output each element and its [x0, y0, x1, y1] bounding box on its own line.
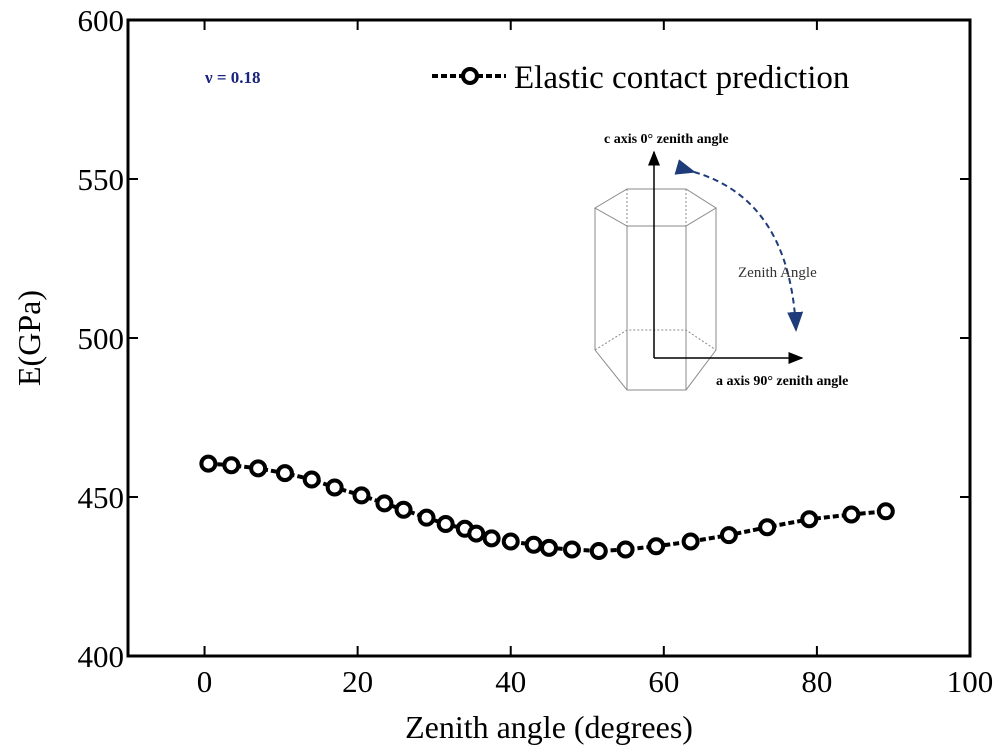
- y-tick-label: 550: [78, 162, 125, 197]
- legend: Elastic contact prediction: [432, 60, 849, 96]
- data-point: [562, 540, 581, 559]
- data-point: [876, 502, 895, 521]
- axes-frame: [126, 18, 972, 658]
- y-tick-label: 400: [78, 639, 125, 674]
- annotation: c axis 0° zenith angle: [604, 132, 729, 147]
- annotation: a axis 90° zenith angle: [716, 374, 848, 389]
- data-point: [352, 486, 371, 505]
- legend-marker: [461, 67, 479, 85]
- data-point: [719, 526, 738, 545]
- annotation: Zenith Angle: [738, 265, 817, 281]
- data-point: [375, 494, 394, 513]
- x-tick-label: 100: [947, 664, 994, 699]
- zenith-arrow: [674, 159, 804, 332]
- data-point: [758, 518, 777, 537]
- x-tick-label: 40: [495, 664, 526, 699]
- data-point: [647, 537, 666, 556]
- data-point: [249, 459, 268, 478]
- x-tick-label: 60: [648, 664, 679, 699]
- y-tick-label: 500: [78, 321, 125, 356]
- data-point: [394, 500, 413, 519]
- data-point: [436, 515, 455, 534]
- y-tick-label: 600: [78, 3, 125, 38]
- plot-area: 0 20 40 60 80 100 400 450 500 550 600: [78, 3, 994, 699]
- data-point: [616, 540, 635, 559]
- x-tick-label: 0: [197, 664, 213, 699]
- prism-diagram: [594, 188, 717, 391]
- y-axis-label: E(GPa): [11, 290, 47, 386]
- x-tick-label: 80: [801, 664, 832, 699]
- legend-label: Elastic contact prediction: [514, 60, 849, 96]
- annotation: ν = 0.18: [204, 68, 261, 87]
- data-point: [417, 508, 436, 527]
- data-point: [467, 524, 486, 543]
- data-point: [482, 529, 501, 548]
- x-tick-label: 20: [342, 664, 373, 699]
- x-axis-label: Zenith angle (degrees): [405, 709, 693, 745]
- data-point: [302, 470, 321, 489]
- data-point: [275, 464, 294, 483]
- data-point: [681, 532, 700, 551]
- data-point: [501, 532, 520, 551]
- data-point: [800, 510, 819, 529]
- data-point: [540, 538, 558, 557]
- data-point: [325, 478, 344, 497]
- data-point: [842, 505, 861, 524]
- data-point: [524, 535, 543, 554]
- data-point: [199, 454, 218, 473]
- y-tick-label: 450: [78, 480, 125, 515]
- data-point: [222, 456, 241, 475]
- data-point: [589, 542, 608, 561]
